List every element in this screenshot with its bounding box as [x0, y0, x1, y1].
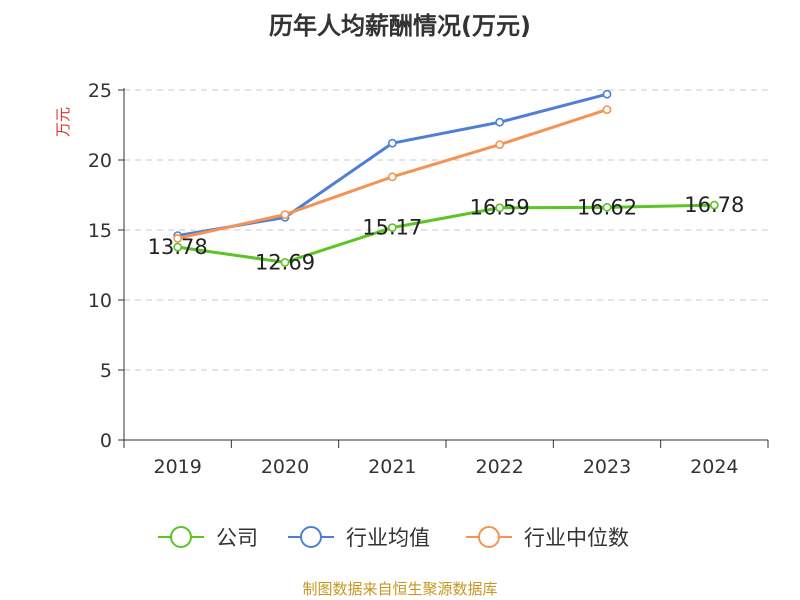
data-point — [602, 105, 612, 114]
data-label: 13.78 — [148, 235, 208, 259]
data-point — [387, 138, 397, 148]
x-tick-label: 2023 — [583, 456, 631, 478]
y-tick-label: 15 — [88, 220, 112, 242]
data-point — [280, 210, 290, 219]
data-source-note: 制图数据来自恒生聚源数据库 — [302, 580, 498, 598]
series-line-0 — [177, 203, 715, 264]
y-tick-label: 25 — [88, 80, 112, 102]
data-point — [602, 89, 612, 99]
y-tick-label: 10 — [88, 290, 112, 312]
data-point — [495, 140, 505, 149]
y-axis-title: 万元 — [54, 107, 72, 137]
data-label: 15.17 — [362, 216, 422, 240]
y-tick-label: 20 — [88, 150, 112, 172]
legend-label: 公司 — [216, 526, 258, 550]
data-point — [173, 233, 183, 243]
data-label: 16.78 — [684, 193, 744, 217]
legend-marker — [478, 526, 500, 548]
x-tick-label: 2024 — [690, 456, 738, 478]
data-point — [602, 202, 612, 212]
data-point — [495, 117, 505, 127]
data-label: 16.59 — [470, 196, 530, 220]
data-point — [387, 172, 397, 182]
data-label: 16.62 — [577, 195, 637, 219]
x-tick-label: 2019 — [153, 456, 201, 478]
series-line-1 — [177, 92, 608, 238]
legend-marker — [300, 526, 322, 548]
legend-label: 行业均值 — [346, 526, 430, 550]
legend-label: 行业中位数 — [524, 526, 629, 550]
data-label: 12.69 — [255, 250, 315, 274]
data-point — [387, 223, 397, 233]
data-point — [173, 242, 183, 252]
x-tick-label: 2022 — [475, 456, 523, 478]
data-point — [709, 200, 719, 210]
y-tick-label: 5 — [100, 360, 112, 382]
data-point — [495, 203, 505, 213]
y-tick-label: 0 — [100, 430, 112, 452]
chart-title: 历年人均薪酬情况(万元) — [269, 12, 531, 40]
data-point — [280, 257, 290, 267]
x-tick-label: 2020 — [261, 456, 309, 478]
x-tick-label: 2021 — [368, 456, 416, 478]
legend-marker — [170, 526, 192, 548]
